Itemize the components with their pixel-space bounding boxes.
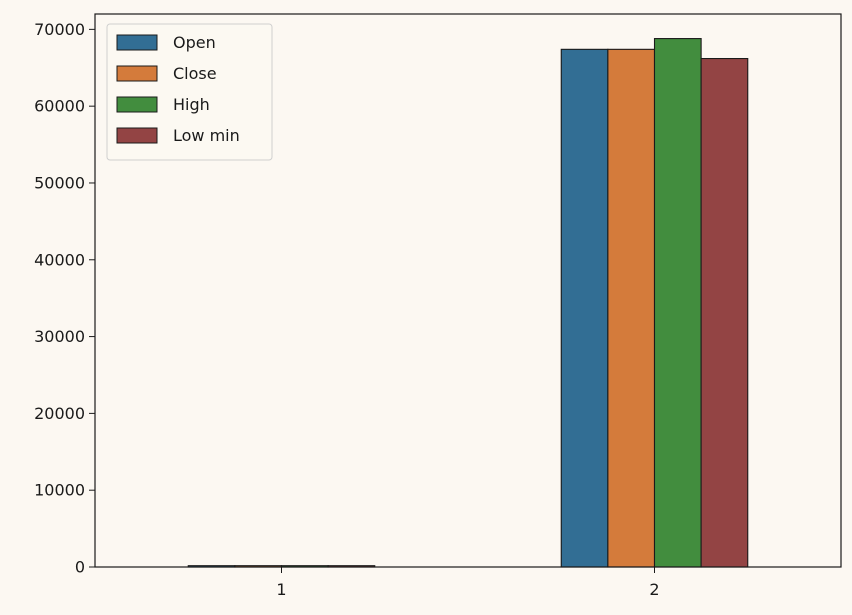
plot-frame xyxy=(94,13,842,568)
bar-high-2 xyxy=(653,38,702,568)
legend-label: High xyxy=(173,95,210,114)
bars-group xyxy=(187,38,749,568)
y-tick-label: 10000 xyxy=(34,481,85,500)
y-tick-label: 60000 xyxy=(34,97,85,116)
x-tick-label: 1 xyxy=(276,580,286,599)
legend: Open Close High Low min xyxy=(106,23,273,161)
legend-swatch xyxy=(116,34,158,51)
legend-swatch xyxy=(116,96,158,113)
legend-swatch xyxy=(116,65,158,82)
bar-close-2 xyxy=(607,48,656,568)
y-tick-label: 0 xyxy=(75,558,85,577)
y-axis: 0 10000 20000 30000 40000 50000 60000 70000 xyxy=(34,20,95,577)
legend-frame xyxy=(106,23,273,161)
legend-swatch xyxy=(116,127,158,144)
y-tick-label: 30000 xyxy=(34,327,85,346)
y-tick-label: 40000 xyxy=(34,250,85,269)
legend-label: Close xyxy=(173,64,217,83)
bar-open-2 xyxy=(560,48,609,568)
legend-label: Open xyxy=(173,33,216,52)
y-tick-label: 70000 xyxy=(34,20,85,39)
bar-low-min-2 xyxy=(700,57,749,568)
y-tick-label: 20000 xyxy=(34,404,85,423)
legend-label: Low min xyxy=(173,126,240,145)
x-tick-label: 2 xyxy=(649,580,659,599)
y-tick-label: 50000 xyxy=(34,173,85,192)
